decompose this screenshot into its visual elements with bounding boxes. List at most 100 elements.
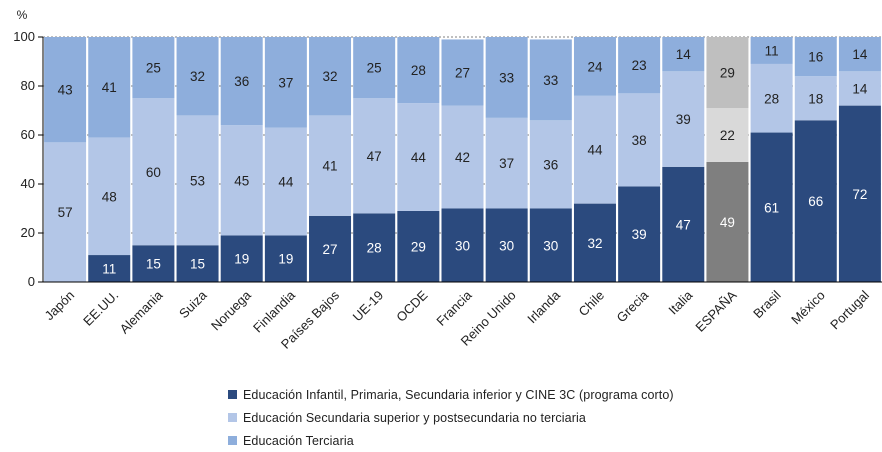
data-label: 44 bbox=[278, 175, 294, 190]
data-label: 39 bbox=[676, 112, 691, 127]
data-label: 66 bbox=[808, 194, 823, 209]
bar-segment bbox=[309, 215, 352, 282]
bar-segment bbox=[838, 71, 881, 106]
data-label: 28 bbox=[367, 241, 382, 256]
bar-segment bbox=[794, 120, 837, 282]
data-label: 49 bbox=[720, 215, 735, 230]
data-label: 19 bbox=[278, 252, 293, 267]
data-label: 28 bbox=[764, 91, 779, 106]
data-label: 37 bbox=[278, 75, 293, 90]
x-tick-label: Grecia bbox=[614, 287, 652, 325]
bar-segment bbox=[529, 39, 572, 121]
bar-segment bbox=[44, 37, 87, 143]
bar-segment bbox=[750, 37, 793, 64]
bar-segment bbox=[264, 127, 307, 236]
data-label: 14 bbox=[676, 47, 692, 62]
bar-segment bbox=[573, 203, 616, 282]
bar-segment bbox=[573, 37, 616, 96]
bar-segment bbox=[706, 161, 749, 282]
data-label: 39 bbox=[632, 227, 647, 242]
data-label: 47 bbox=[676, 217, 691, 232]
data-label: 72 bbox=[852, 187, 867, 202]
data-label: 29 bbox=[411, 239, 426, 254]
bar-segment bbox=[88, 37, 131, 138]
data-label: 61 bbox=[764, 200, 779, 215]
legend-label: Educación Secundaria superior y postsecu… bbox=[243, 410, 586, 425]
legend: Educación Infantil, Primaria, Secundaria… bbox=[228, 383, 674, 452]
bar-segment bbox=[794, 76, 837, 121]
x-tick-label: Portugal bbox=[827, 287, 872, 332]
bar-segment bbox=[353, 213, 396, 282]
x-tick-label: Alemania bbox=[117, 287, 166, 336]
data-label: 36 bbox=[543, 157, 558, 172]
x-tick-label: UE-19 bbox=[350, 288, 387, 325]
bar-segment bbox=[618, 186, 661, 282]
data-label: 30 bbox=[455, 238, 470, 253]
bar-segment bbox=[838, 37, 881, 72]
data-label: 45 bbox=[234, 173, 249, 188]
data-label: 44 bbox=[411, 150, 427, 165]
data-label: 41 bbox=[323, 159, 338, 174]
bar-segment bbox=[750, 132, 793, 282]
data-label: 22 bbox=[720, 128, 735, 143]
bar-segment bbox=[441, 39, 484, 106]
y-axis-label: % bbox=[17, 8, 28, 22]
bar-segment bbox=[220, 235, 263, 282]
bar-segment bbox=[573, 95, 616, 204]
data-label: 24 bbox=[587, 59, 603, 74]
bar-segment bbox=[397, 210, 440, 282]
bar-segment bbox=[706, 108, 749, 162]
bar-segment bbox=[397, 37, 440, 104]
data-label: 32 bbox=[323, 69, 338, 84]
data-label: 60 bbox=[146, 165, 161, 180]
bar-segment bbox=[132, 245, 175, 282]
data-label: 43 bbox=[58, 83, 73, 98]
x-tick-label: Chile bbox=[576, 288, 608, 320]
x-tick-label: ESPAÑA bbox=[692, 287, 739, 334]
bar-segment bbox=[176, 37, 219, 116]
legend-swatch bbox=[228, 436, 237, 445]
data-label: 27 bbox=[323, 242, 338, 257]
bar-segment bbox=[132, 37, 175, 99]
bar-segment bbox=[176, 115, 219, 246]
bar-segment bbox=[264, 37, 307, 128]
x-tick-label: Francia bbox=[433, 287, 475, 329]
bar-segment bbox=[309, 115, 352, 216]
data-label: 32 bbox=[587, 236, 602, 251]
data-label: 53 bbox=[190, 173, 205, 188]
y-tick-label: 80 bbox=[21, 78, 35, 93]
bar-segment bbox=[353, 98, 396, 214]
bar-segment bbox=[176, 245, 219, 282]
data-label: 30 bbox=[543, 238, 558, 253]
bar-segment bbox=[662, 37, 705, 72]
bar-segment bbox=[353, 37, 396, 99]
bar-segment bbox=[132, 98, 175, 246]
data-label: 18 bbox=[808, 91, 823, 106]
data-label: 37 bbox=[499, 156, 514, 171]
bar-segment bbox=[618, 37, 661, 94]
bar-segment bbox=[662, 166, 705, 282]
x-tick-label: Irlanda bbox=[524, 287, 563, 326]
data-label: 25 bbox=[146, 61, 161, 76]
bar-segment bbox=[794, 37, 837, 77]
data-label: 23 bbox=[632, 58, 647, 73]
y-tick-label: 20 bbox=[21, 225, 35, 240]
x-tick-label: México bbox=[788, 288, 828, 328]
bar-segment bbox=[44, 142, 87, 282]
data-label: 47 bbox=[367, 149, 382, 164]
data-label: 11 bbox=[765, 43, 779, 58]
data-label: 38 bbox=[632, 133, 647, 148]
bar-segment bbox=[220, 125, 263, 236]
data-label: 30 bbox=[499, 238, 514, 253]
y-tick-label: 40 bbox=[21, 176, 35, 191]
data-label: 36 bbox=[234, 74, 249, 89]
bar-segment bbox=[397, 103, 440, 211]
y-tick-label: 60 bbox=[21, 127, 35, 142]
bar-segment bbox=[220, 37, 263, 126]
x-tick-label: Noruega bbox=[208, 287, 254, 333]
data-label: 19 bbox=[234, 252, 249, 267]
bar-segment bbox=[838, 105, 881, 282]
data-label: 11 bbox=[102, 262, 116, 277]
x-tick-label: Suiza bbox=[176, 287, 210, 321]
